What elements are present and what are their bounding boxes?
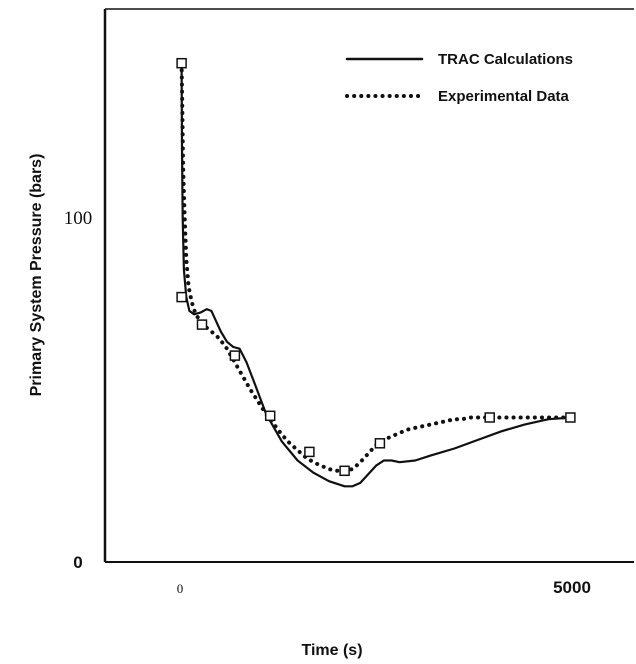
x-tick-label: 0 xyxy=(177,581,184,596)
y-axis-label: Primary System Pressure (bars) xyxy=(28,154,45,397)
legend: TRAC Calculations Experimental Data xyxy=(345,51,573,105)
series-line-trac-calculations xyxy=(180,62,574,488)
tick-label-layer: 0 5000 0 100 xyxy=(64,208,591,597)
marker-layer xyxy=(176,57,576,477)
data-marker xyxy=(339,465,350,477)
y-tick-label: 0 xyxy=(73,553,82,572)
series-line-experimental-data xyxy=(179,61,574,473)
plot-frame xyxy=(103,8,634,563)
x-tick-label: 5000 xyxy=(553,578,591,597)
data-marker xyxy=(176,57,187,69)
data-marker xyxy=(229,350,241,361)
data-marker xyxy=(264,410,276,422)
data-marker xyxy=(565,412,576,423)
data-marker xyxy=(196,319,208,330)
legend-entry: Experimental Data xyxy=(438,88,570,105)
data-marker xyxy=(304,446,315,458)
x-axis-label: Time (s) xyxy=(301,642,362,659)
data-marker xyxy=(374,438,386,449)
y-tick-label: 100 xyxy=(64,208,93,229)
data-marker xyxy=(484,412,495,423)
legend-entry: TRAC Calculations xyxy=(438,51,573,68)
series-layer xyxy=(179,61,574,488)
data-marker xyxy=(176,291,187,303)
